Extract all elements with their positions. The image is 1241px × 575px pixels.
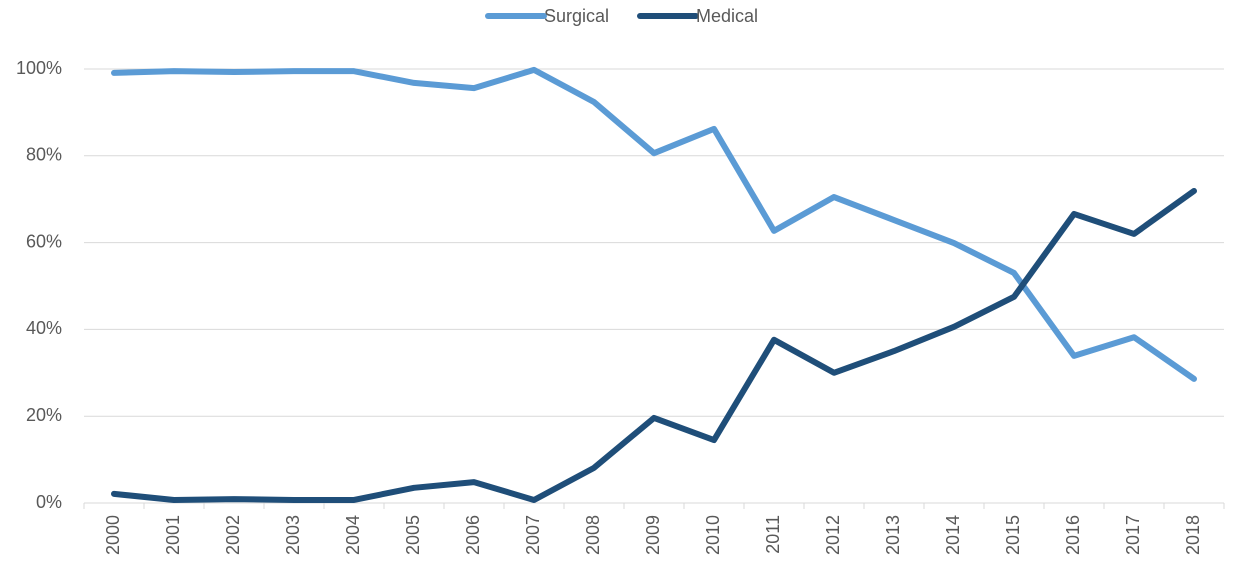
x-tick-label: 2003 (283, 515, 303, 555)
x-tick-label: 2016 (1063, 515, 1083, 555)
x-tick-label: 2018 (1183, 515, 1203, 555)
x-tick-label: 2015 (1003, 515, 1023, 555)
y-tick-label: 20% (26, 405, 62, 425)
series-line (111, 66, 1197, 382)
x-tick-label: 2007 (523, 515, 543, 555)
y-tick-label: 80% (26, 145, 62, 165)
y-tick-label: 60% (26, 231, 62, 251)
x-tick-label: 2013 (883, 515, 903, 555)
x-tick-label: 2008 (583, 515, 603, 555)
y-tick-label: 100% (16, 58, 62, 78)
series-line (111, 187, 1197, 503)
x-tick-label: 2011 (763, 515, 783, 554)
x-tick-label: 2017 (1123, 515, 1143, 555)
x-tick-label: 2002 (223, 515, 243, 555)
legend-label: Surgical (544, 6, 609, 26)
x-tick-label: 2005 (403, 515, 423, 555)
x-tick-label: 2000 (103, 515, 123, 555)
x-tick-label: 2010 (703, 515, 723, 555)
x-tick-label: 2014 (943, 515, 963, 555)
x-tick-label: 2004 (343, 515, 363, 555)
x-tick-label: 2012 (823, 515, 843, 555)
x-tick-label: 2001 (163, 515, 183, 555)
x-tick-label: 2009 (643, 515, 663, 555)
y-tick-label: 40% (26, 318, 62, 338)
y-tick-label: 0% (36, 492, 62, 512)
x-tick-label: 2006 (463, 515, 483, 555)
legend-label: Medical (696, 6, 758, 26)
